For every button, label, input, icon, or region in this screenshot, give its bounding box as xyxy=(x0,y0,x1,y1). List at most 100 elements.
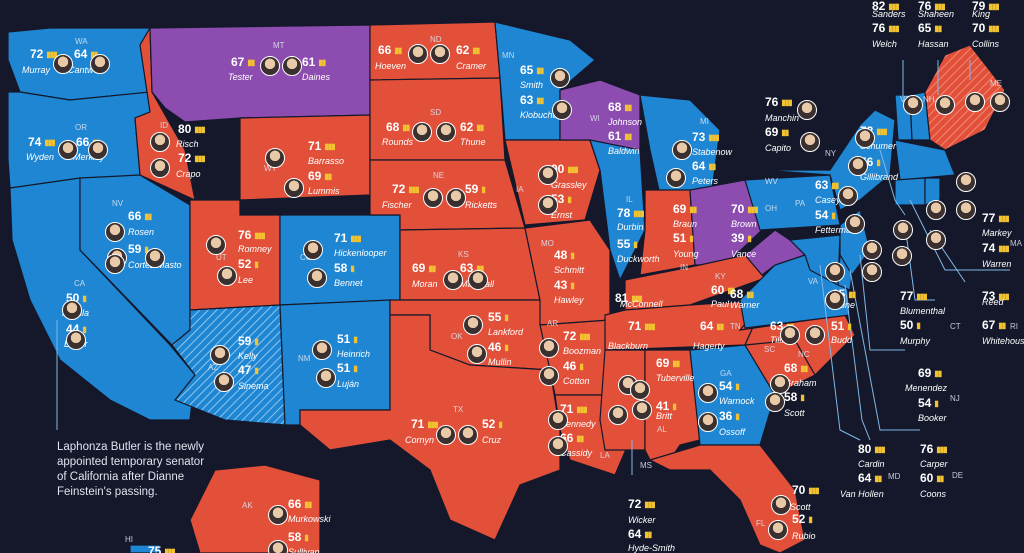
age-bars-icon: ▮▮▮ xyxy=(194,153,205,163)
senator-merkley-name: Merkley xyxy=(73,152,105,162)
senator-wicker-age: 72 ▮▮▮ xyxy=(628,498,656,510)
senator-warnock-name: Warnock xyxy=(719,396,755,406)
senator-shaheen-name: Shaheen xyxy=(918,9,955,19)
senator-cardin-age-value: 80 xyxy=(858,442,872,456)
state-label-ia: IA xyxy=(516,185,524,194)
age-bars-icon: ▮▮▮ xyxy=(708,132,719,142)
senator-markey-age: 77 ▮▮▮ xyxy=(982,212,1010,224)
butler-note: Laphonza Butler is the newly appointed t… xyxy=(57,441,205,498)
senator-cornyn-age-value: 71 xyxy=(411,417,425,431)
senator-young-age: 51 ▮ xyxy=(673,232,694,244)
state-co xyxy=(279,214,401,306)
senator-wyden-age: 74 ▮▮▮ xyxy=(28,136,56,148)
age-bars-icon: ▮ xyxy=(689,233,694,243)
senator-blumenthal-name: Blumenthal xyxy=(900,306,946,316)
senator-portrait xyxy=(463,315,483,335)
senator-smith-age: 65 ▮▮ xyxy=(520,64,544,76)
senator-marshall-age-value: 63 xyxy=(460,261,474,275)
state-label-fl: FL xyxy=(756,519,766,528)
senator-fischer-name: Fischer xyxy=(382,200,412,210)
age-bars-icon: ▮▮▮ xyxy=(888,23,899,33)
age-bars-icon: ▮ xyxy=(254,259,259,269)
senator-reed-age-value: 73 xyxy=(982,289,996,303)
senator-van-hollen-name: Van Hollen xyxy=(840,489,884,499)
age-bars-icon: ▮▮ xyxy=(476,122,484,132)
senator-hoeven-name: Hoeven xyxy=(375,61,407,71)
senator-portrait xyxy=(848,156,868,176)
senator-hoeven-age: 66 ▮▮ xyxy=(378,44,402,56)
senator-marshall-age: 63 ▮▮ xyxy=(460,261,484,275)
state-label-id: ID xyxy=(160,121,168,130)
senator-kelly-age: 59 ▮ xyxy=(238,334,259,348)
senator-tillis-age-value: 63 xyxy=(770,319,784,333)
age-bars-icon: ▮▮▮ xyxy=(934,1,945,11)
senator-luj-n-age-value: 51 xyxy=(337,361,351,375)
senator-whitehouse-age-value: 67 xyxy=(982,318,996,332)
senator-murphy-name: Murphy xyxy=(900,336,931,346)
age-bars-icon: ▮▮ xyxy=(644,529,652,539)
senator-rounds-age-value: 68 xyxy=(386,120,400,134)
senator-daines-age: 61 ▮▮ xyxy=(302,56,326,68)
senator-portrait xyxy=(458,425,478,445)
senator-klobuchar-name: Klobuchar xyxy=(520,110,561,120)
senator-portrait xyxy=(698,412,718,432)
senator-vance-age-value: 39 xyxy=(731,231,745,245)
senator-barrasso-age: 71 ▮▮▮ xyxy=(308,140,336,152)
senator-brown-name: Brown xyxy=(731,219,757,229)
senator-lankford-age: 55 ▮ xyxy=(488,311,509,323)
senator-portrait xyxy=(768,520,788,540)
senator-portrait xyxy=(630,380,650,400)
age-bars-icon: ▮▮▮ xyxy=(44,137,55,147)
senator-kelly-age-value: 59 xyxy=(238,334,252,348)
age-bars-icon: ▮▮▮ xyxy=(324,141,335,151)
senator-murkowski-name: Murkowski xyxy=(288,514,331,524)
senator-shaheen-age-value: 76 xyxy=(918,0,932,13)
state-label-nj: NJ xyxy=(950,394,960,403)
state-ut xyxy=(189,199,281,311)
age-bars-icon: ▮▮▮ xyxy=(579,331,590,341)
senator-risch-age: 80 ▮▮▮ xyxy=(178,123,206,135)
age-bars-icon: ▮▮ xyxy=(476,263,484,273)
senator-brown-age-value: 70 xyxy=(731,202,745,216)
senator-baldwin-age-value: 61 xyxy=(608,129,622,143)
senator-warnock-age: 54 ▮ xyxy=(719,380,740,392)
age-bars-icon: ▮▮ xyxy=(576,433,584,443)
senator-rosen-name: Rosen xyxy=(128,227,155,237)
senator-britt-name: Britt xyxy=(656,411,673,421)
senator-scott-name: Scott xyxy=(784,408,805,418)
senator-romney-name: Romney xyxy=(238,244,272,254)
senator-peters-age-value: 64 xyxy=(692,159,706,173)
senator-portrait xyxy=(538,165,558,185)
senator-capito-name: Capito xyxy=(765,143,792,153)
senator-murray-age-value: 72 xyxy=(30,47,44,61)
senator-portrait xyxy=(550,68,570,88)
senator-ricketts-name: Ricketts xyxy=(465,200,498,210)
age-bars-icon: ▮ xyxy=(144,244,149,254)
senator-paul-age: 60 ▮▮ xyxy=(711,284,735,296)
senator-markey-name: Markey xyxy=(982,228,1012,238)
senator-ossoff-age-value: 36 xyxy=(719,409,733,423)
senator-portrait xyxy=(797,100,817,120)
senator-romney-age-value: 76 xyxy=(238,228,252,242)
age-bars-icon: ▮▮▮ xyxy=(644,321,655,331)
age-bars-icon: ▮▮ xyxy=(428,263,436,273)
age-bars-icon: ▮ xyxy=(916,320,921,330)
senator-collins-name: Collins xyxy=(972,39,1000,49)
state-label-de: DE xyxy=(952,471,964,480)
senator-duckworth-age: 55 ▮ xyxy=(617,238,638,250)
senator-portrait xyxy=(838,186,858,206)
leader-line xyxy=(819,264,861,441)
senator-sullivan-name: Sullivan xyxy=(288,547,320,553)
age-bars-icon: ▮▮▮ xyxy=(408,184,419,194)
state-label-wa: WA xyxy=(75,37,88,46)
age-bars-icon: ▮ xyxy=(735,411,740,421)
senator-ossoff-name: Ossoff xyxy=(719,427,746,437)
senator-portrait xyxy=(538,195,558,215)
age-bars-icon: ▮▮▮ xyxy=(254,230,265,240)
state-label-or: OR xyxy=(75,123,87,132)
senator-stabenow-age: 73 ▮▮▮ xyxy=(692,131,720,143)
senator-graham-age-value: 68 xyxy=(784,361,798,375)
senator-portrait xyxy=(862,240,882,260)
senator-mullin-name: Mullin xyxy=(488,357,512,367)
age-bars-icon: ▮ xyxy=(847,321,852,331)
